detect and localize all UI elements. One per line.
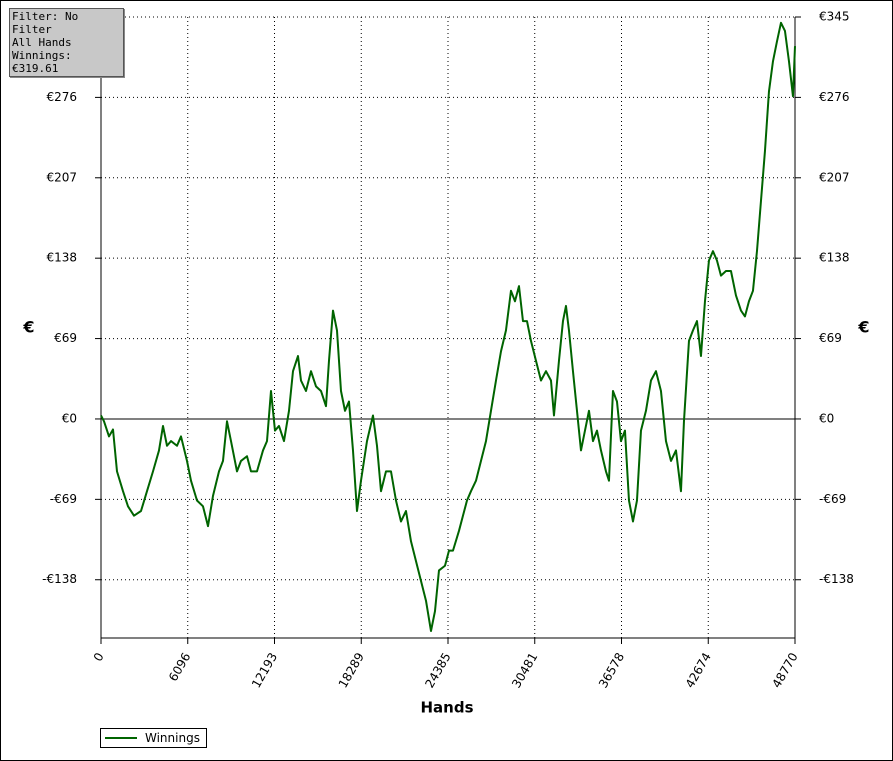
y-tick-label: €207 <box>46 170 77 184</box>
y-tick-label-right: €276 <box>819 90 850 104</box>
y-tick-label-right: -€138 <box>819 572 854 586</box>
x-tick-label: 18289 <box>336 650 367 690</box>
x-tick-label: 12193 <box>249 650 280 690</box>
x-tick-label: 30481 <box>509 650 540 690</box>
y-tick-label: €138 <box>46 251 77 265</box>
x-tick-label: 6096 <box>166 650 193 683</box>
legend-label: Winnings <box>145 731 200 745</box>
winnings-text: Winnings: €319.61 <box>12 49 72 75</box>
x-tick-label: 24385 <box>422 650 453 690</box>
y-tick-label: €0 <box>62 411 77 425</box>
x-axis-label: Hands <box>420 699 473 717</box>
x-tick-label: 0 <box>91 650 107 664</box>
y-tick-label: €276 <box>46 90 77 104</box>
y-axis-label-right: € <box>857 318 869 337</box>
y-tick-label: €69 <box>54 331 77 345</box>
y-tick-label-right: €69 <box>819 331 842 345</box>
x-tick-label: 36578 <box>596 650 627 690</box>
y-tick-label-right: €138 <box>819 251 850 265</box>
y-tick-label-right: €345 <box>819 10 850 24</box>
series-line <box>100 21 796 633</box>
filter-text: Filter: No Filter <box>12 10 79 36</box>
y-tick-label: -€69 <box>50 492 77 506</box>
x-tick-label: 42674 <box>683 650 714 690</box>
y-tick-label: -€138 <box>42 572 77 586</box>
info-box: Filter: No Filter All Hands Winnings: €3… <box>9 8 124 77</box>
x-tick-label: 48770 <box>769 650 800 690</box>
y-tick-label-right: -€69 <box>819 492 846 506</box>
legend: Winnings <box>100 728 207 748</box>
y-tick-label-right: €0 <box>819 411 834 425</box>
y-tick-label-right: €207 <box>819 170 850 184</box>
y-axis-label: € <box>22 318 34 337</box>
hands-text: All Hands <box>12 36 72 49</box>
legend-swatch <box>105 737 137 739</box>
